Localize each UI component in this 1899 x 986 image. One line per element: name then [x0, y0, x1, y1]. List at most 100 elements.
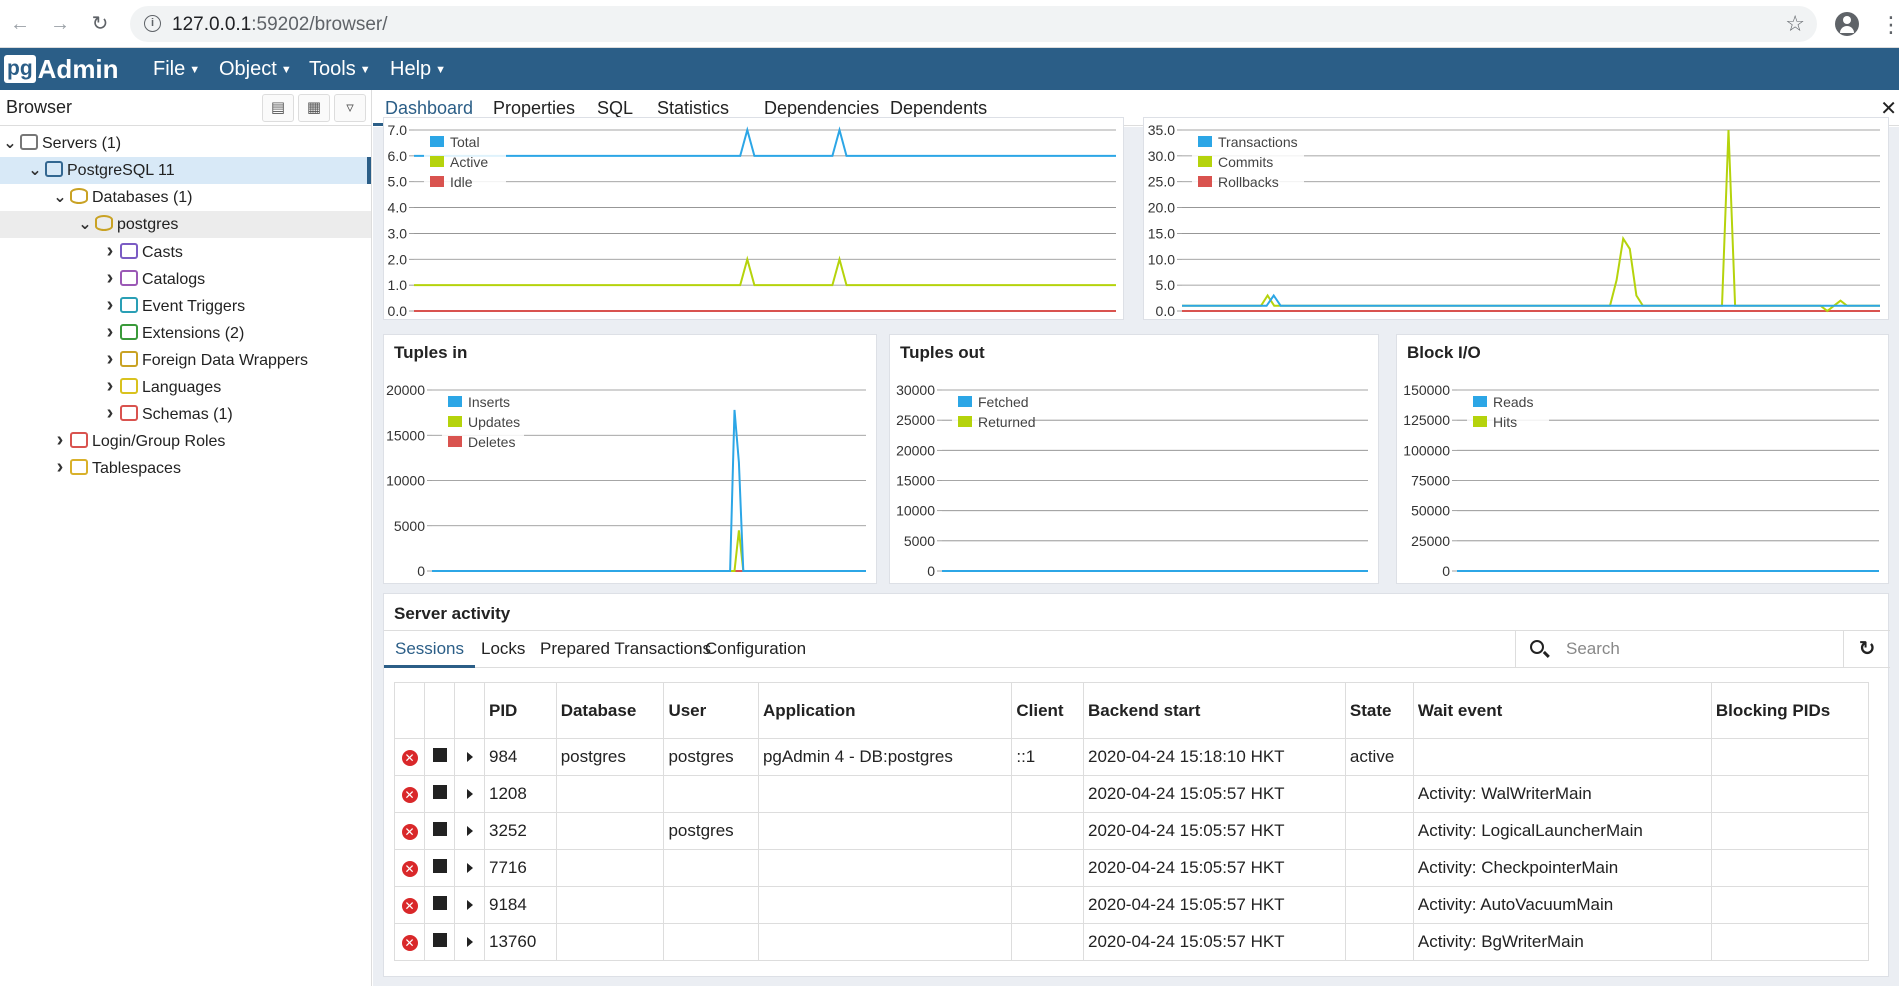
terminate-session-icon[interactable]	[432, 822, 447, 836]
table-row[interactable]: ✕ 9184 2020-04-24 15:05:57 HKT Activity: Au…	[394, 886, 1870, 924]
cancel-query-icon[interactable]: ✕	[401, 787, 418, 803]
table-cell	[757, 923, 1013, 961]
chevron-down-icon[interactable]: ⌄	[28, 162, 42, 179]
chevron-right-icon[interactable]: ›	[56, 456, 64, 478]
tree-item[interactable]: › Tablespaces	[0, 454, 371, 481]
menu-tools[interactable]: Tools ▼	[309, 58, 371, 80]
tab-configuration[interactable]: Configuration	[705, 639, 807, 658]
view-data-button[interactable]: ▦	[298, 94, 330, 122]
column-header-blocking-pids[interactable]: Blocking PIDs	[1710, 682, 1870, 739]
server-activity-panel: Server activity Sessions Locks Prepared …	[383, 593, 1890, 977]
tree-item[interactable]: › Event Triggers	[0, 292, 371, 319]
profile-avatar-icon[interactable]	[1835, 12, 1859, 36]
expand-row-icon[interactable]	[466, 826, 473, 836]
tick-label: 25000	[1411, 533, 1450, 549]
table-row[interactable]: ✕ 984 postgres postgres pgAdmin 4 - DB:postg…	[394, 738, 1870, 776]
expand-row-icon[interactable]	[466, 752, 473, 762]
chevron-down-icon[interactable]: ⌄	[3, 135, 17, 152]
filtered-rows-button[interactable]: ▿	[334, 94, 366, 122]
cancel-query-icon[interactable]: ✕	[401, 861, 418, 877]
table-cell	[1011, 812, 1084, 850]
terminate-session-icon[interactable]	[432, 785, 447, 799]
table-row[interactable]: ✕ 7716 2020-04-24 15:05:57 HKT Activity: Ch…	[394, 849, 1870, 887]
tree-item[interactable]: ⌄ PostgreSQL 11	[0, 157, 371, 184]
tree-item[interactable]: › Extensions (2)	[0, 319, 371, 346]
legend-label: Inserts	[468, 394, 510, 410]
chevron-down-icon[interactable]: ⌄	[78, 216, 92, 233]
column-header-state[interactable]: State	[1344, 682, 1414, 739]
tab-locks[interactable]: Locks	[481, 639, 526, 658]
chevron-right-icon[interactable]: ›	[106, 267, 114, 289]
cancel-query-icon[interactable]: ✕	[401, 750, 418, 766]
bookmark-star-icon[interactable]: ☆	[1785, 11, 1805, 36]
reload-icon[interactable]: ↻	[91, 13, 109, 35]
menu-help[interactable]: Help ▼	[390, 58, 447, 80]
tree-item[interactable]: ⌄ Databases (1)	[0, 184, 371, 211]
tree-item[interactable]: ⌄ postgres	[0, 211, 371, 238]
cancel-query-icon[interactable]: ✕	[401, 898, 418, 914]
expand-row-icon[interactable]	[466, 937, 473, 947]
table-row[interactable]: ✕ 3252 postgres 2020-04-24 15:05:57 HKT Acti…	[394, 812, 1870, 850]
cancel-query-icon[interactable]: ✕	[401, 935, 418, 951]
column-header-client[interactable]: Client	[1011, 682, 1084, 739]
chevron-right-icon[interactable]: ›	[106, 240, 114, 262]
tree-item[interactable]: › Login/Group Roles	[0, 427, 371, 454]
tree-item-label: Tablespaces	[92, 460, 181, 477]
chevron-right-icon[interactable]: ›	[106, 402, 114, 424]
more-menu-icon[interactable]: ⋮	[1880, 12, 1899, 37]
tab-properties[interactable]: Properties	[493, 98, 576, 118]
cancel-query-icon[interactable]: ✕	[401, 824, 418, 840]
address-bar[interactable]: i 127.0.0.1:59202/browser/ ☆	[130, 6, 1817, 42]
event-triggers-icon	[120, 297, 138, 313]
tab-statistics[interactable]: Statistics	[657, 98, 730, 118]
refresh-button[interactable]: ↻	[1843, 631, 1890, 668]
expand-row-icon[interactable]	[466, 863, 473, 873]
forward-arrow-icon[interactable]: →	[50, 13, 70, 35]
tab-sessions[interactable]: Sessions	[384, 631, 475, 668]
table-cell: 2020-04-24 15:05:57 HKT	[1082, 886, 1346, 924]
tab-sql[interactable]: SQL	[597, 98, 634, 118]
column-header-pid[interactable]: PID	[484, 682, 557, 739]
chevron-right-icon[interactable]: ›	[56, 429, 64, 451]
column-header-database[interactable]: Database	[555, 682, 665, 739]
tab-dependents[interactable]: Dependents	[890, 98, 988, 118]
terminate-session-icon[interactable]	[432, 933, 447, 947]
chevron-right-icon[interactable]: ›	[106, 348, 114, 370]
tree-item[interactable]: › Catalogs	[0, 265, 371, 292]
chevron-right-icon[interactable]: ›	[106, 375, 114, 397]
menu-file[interactable]: File ▼	[153, 58, 201, 80]
info-icon[interactable]: i	[144, 15, 161, 32]
column-header-backend-start[interactable]: Backend start	[1082, 682, 1346, 739]
terminate-session-icon[interactable]	[432, 859, 447, 873]
column-header-application[interactable]: Application	[757, 682, 1013, 739]
tree-item[interactable]: › Languages	[0, 373, 371, 400]
table-cell	[757, 849, 1013, 887]
chevron-right-icon[interactable]: ›	[106, 321, 114, 343]
dashboard: 0.0 1.0 2.0 3.0 4.0 5.0 6.0 7.0 Total Active Idle …	[373, 117, 1899, 986]
expand-row-icon[interactable]	[466, 900, 473, 910]
terminate-session-icon[interactable]	[432, 896, 447, 910]
query-tool-button[interactable]: ▤	[262, 94, 294, 122]
tree-item[interactable]: › Foreign Data Wrappers	[0, 346, 371, 373]
search-input[interactable]	[1566, 637, 1826, 661]
back-arrow-icon[interactable]: ←	[10, 13, 30, 35]
table-row[interactable]: ✕ 13760 2020-04-24 15:05:57 HKT Activity: B…	[394, 923, 1870, 961]
terminate-session-icon[interactable]	[432, 748, 447, 762]
table-cell	[1710, 923, 1870, 961]
tree-item[interactable]: › Schemas (1)	[0, 400, 371, 427]
tree-item[interactable]: › Casts	[0, 238, 371, 265]
table-row[interactable]: ✕ 1208 2020-04-24 15:05:57 HKT Activity: Wa…	[394, 775, 1870, 813]
close-icon[interactable]: ✕	[1880, 98, 1897, 120]
tree-item[interactable]: ⌄ Servers (1)	[0, 130, 371, 157]
legend-swatch	[448, 396, 462, 407]
menu-object[interactable]: Object ▼	[219, 58, 292, 80]
tab-prepared-transactions[interactable]: Prepared Transactions	[540, 639, 712, 658]
expand-row-icon[interactable]	[466, 789, 473, 799]
chevron-right-icon[interactable]: ›	[106, 294, 114, 316]
expand-cell	[454, 775, 485, 813]
column-header-user[interactable]: User	[663, 682, 759, 739]
tab-dependencies[interactable]: Dependencies	[764, 98, 880, 118]
table-cell	[1710, 886, 1870, 924]
chevron-down-icon[interactable]: ⌄	[53, 189, 67, 206]
column-header-wait-event[interactable]: Wait event	[1412, 682, 1712, 739]
